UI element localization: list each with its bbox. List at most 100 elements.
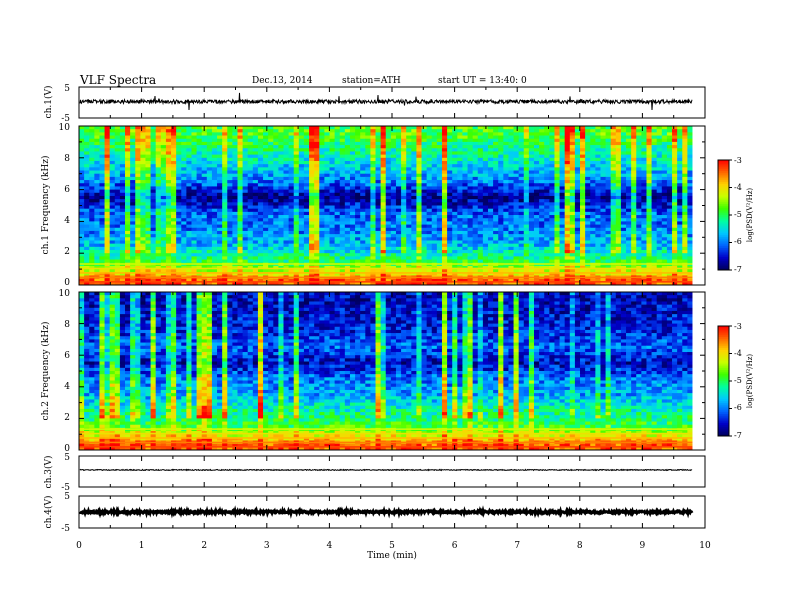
spectrogram-cell — [390, 164, 397, 168]
spectrogram-cell — [585, 145, 591, 149]
spectrogram-cell — [191, 243, 197, 248]
spectrogram-cell — [288, 192, 295, 197]
spectrogram-cell — [278, 183, 284, 187]
spectrogram-cell — [273, 246, 279, 251]
spectrogram-cell — [600, 160, 606, 165]
spectrogram-cell — [370, 192, 376, 197]
spectrogram-cell — [314, 202, 320, 206]
spectrogram-cell — [646, 189, 652, 194]
spectrogram-cell — [549, 145, 555, 149]
spectrogram-cell — [319, 151, 325, 156]
spectrogram-cell — [513, 250, 520, 254]
spectrogram-cell — [385, 192, 392, 197]
spectrogram-cell — [257, 250, 264, 254]
spectrogram-cell — [569, 237, 576, 241]
spectrogram-cell — [457, 183, 463, 187]
spectrogram-cell — [406, 237, 412, 241]
spectrogram-cell — [94, 208, 100, 213]
spectrogram-cell — [462, 183, 468, 187]
spectrogram-cell — [518, 164, 525, 168]
spectrogram-cell — [268, 170, 274, 175]
spectrogram-cell — [119, 167, 126, 171]
spectrogram-cell — [503, 230, 509, 235]
spectrogram-cell — [380, 253, 387, 257]
spectrogram-cell — [196, 176, 203, 181]
spectrogram-cell — [436, 180, 443, 184]
spectrogram-cell — [498, 170, 504, 175]
spectrogram-cell — [656, 126, 663, 130]
spectrogram-cell — [416, 221, 422, 225]
spectrogram-cell — [518, 218, 525, 222]
spectrogram-cell — [283, 138, 289, 143]
spectrogram-cell — [145, 183, 151, 187]
spectrogram-cell — [155, 240, 162, 245]
spectrogram-cell — [687, 202, 693, 206]
spectrogram-cell — [242, 237, 249, 241]
spectrogram-cell — [441, 218, 448, 222]
spectrogram-cell — [687, 148, 693, 152]
spectrogram-cell — [211, 164, 218, 168]
spectrogram-cell — [288, 141, 295, 146]
spectrogram-cell — [452, 138, 458, 143]
spectrogram-cell — [687, 227, 693, 232]
spectrogram-cell — [513, 180, 520, 184]
spectrogram-cell — [631, 132, 637, 136]
spectrogram-cell — [242, 180, 249, 184]
spectrogram-cell — [585, 151, 591, 156]
spectrogram-cell — [109, 132, 116, 136]
spectrogram-cell — [395, 138, 402, 143]
spectrogram-cell — [447, 145, 453, 149]
spectrogram-cell — [206, 250, 213, 254]
spectrogram-cell — [590, 186, 596, 190]
spectrogram-cell — [130, 234, 136, 238]
spectrogram-cell — [646, 240, 652, 245]
spectrogram-cell — [314, 183, 320, 187]
spectrogram-cell — [518, 237, 525, 241]
spectrogram-cell — [518, 202, 525, 206]
spectrogram-cell — [472, 126, 479, 130]
spectrogram-cell — [462, 253, 468, 257]
spectrogram-cell — [406, 192, 412, 197]
spectrogram-cell — [288, 167, 295, 171]
spectrogram-cell — [181, 250, 187, 254]
spectrogram-cell — [482, 157, 489, 162]
spectrogram-cell — [416, 243, 422, 248]
spectrogram-cell — [615, 199, 622, 203]
spectrogram-cell — [191, 148, 197, 152]
spectrogram-cell — [503, 138, 509, 143]
spectrogram-cell — [641, 234, 647, 238]
spectrogram-cell — [94, 253, 100, 257]
spectrogram-cell — [656, 135, 663, 140]
spectrogram-cell — [355, 180, 361, 184]
spectrogram-cell — [380, 237, 387, 241]
spectrogram-cell — [544, 253, 550, 257]
spectrogram-cell — [319, 250, 325, 254]
spectrogram-cell — [263, 199, 269, 203]
spectrogram-cell — [160, 250, 167, 254]
spectrogram-cell — [104, 199, 111, 203]
spectrogram-cell — [247, 240, 254, 245]
spectrogram-cell — [605, 135, 612, 140]
spectrogram-cell — [636, 202, 642, 206]
spectrogram-cell — [79, 170, 85, 175]
spectrogram-cell — [135, 148, 141, 152]
spectrogram-cell — [186, 224, 192, 229]
spectrogram-cell — [349, 230, 356, 235]
spectrogram-cell — [528, 195, 535, 200]
spectrogram-cell — [365, 176, 371, 181]
spectrogram-cell — [119, 199, 126, 203]
spectrogram-cell — [467, 160, 474, 165]
spectrogram-cell — [457, 135, 463, 140]
spectrogram-cell — [360, 202, 366, 206]
spectrogram-cell — [416, 170, 422, 175]
spectrogram-cell — [99, 227, 105, 232]
spectrogram-cell — [109, 164, 116, 168]
spectrogram-cell — [171, 202, 177, 206]
spectrogram-cell — [539, 227, 545, 232]
spectrogram-cell — [135, 170, 141, 175]
spectrogram-cell — [549, 126, 555, 130]
spectrogram-cell — [283, 183, 289, 187]
spectrogram-cell — [257, 218, 264, 222]
spectrogram-cell — [477, 230, 484, 235]
spectrogram-cell — [677, 129, 683, 133]
